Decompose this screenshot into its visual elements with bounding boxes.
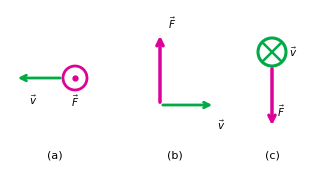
Text: $\vec{F}$: $\vec{F}$ [168,15,176,31]
Text: $\vec{F}$: $\vec{F}$ [71,94,79,109]
Text: $\vec{v}$: $\vec{v}$ [217,119,225,132]
Text: $\vec{F}$: $\vec{F}$ [277,103,285,119]
Text: $\vec{v}$: $\vec{v}$ [29,94,37,107]
Text: $\vec{v}$: $\vec{v}$ [289,45,297,59]
Text: (b): (b) [167,150,183,160]
Text: (c): (c) [265,150,279,160]
Text: (a): (a) [47,150,63,160]
